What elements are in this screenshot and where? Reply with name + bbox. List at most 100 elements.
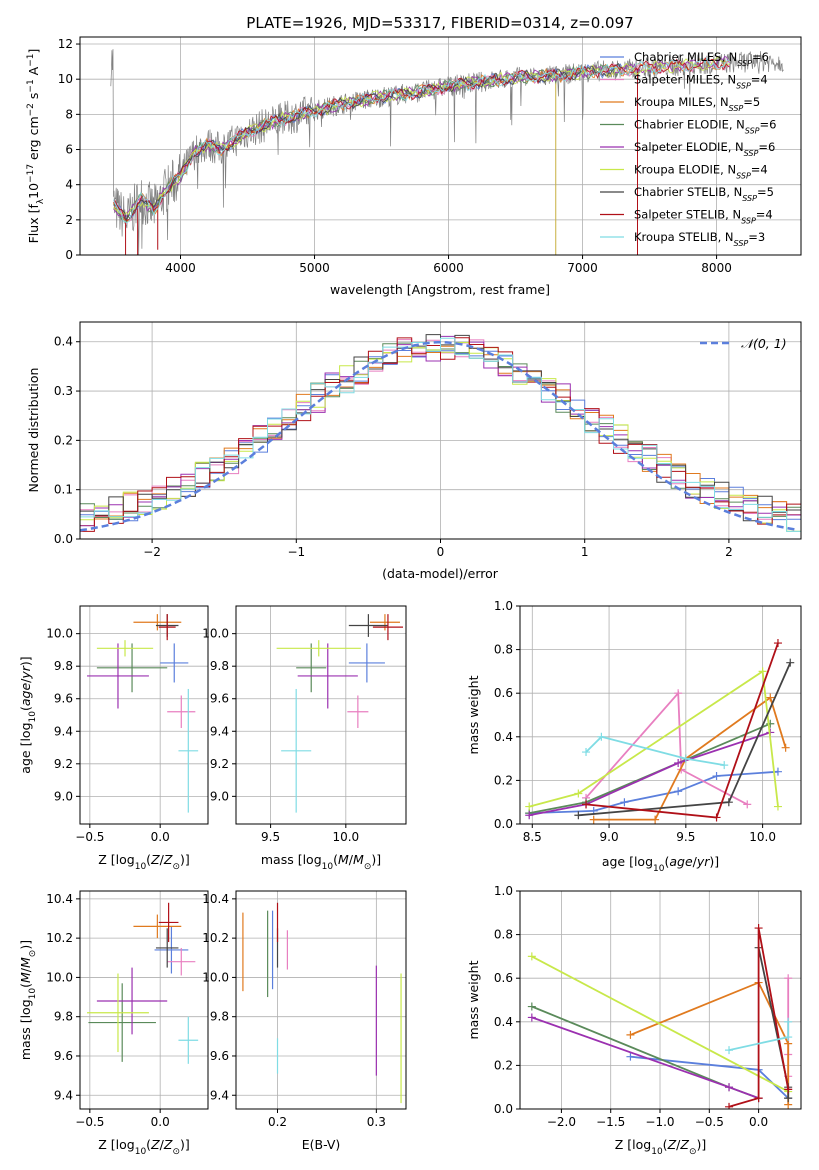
weight-point-marker bbox=[582, 748, 591, 757]
weight-line-chabrier-elodie bbox=[531, 1005, 759, 1099]
weight-point-marker bbox=[781, 743, 790, 752]
axes-frame bbox=[519, 890, 802, 1110]
y-tick-label: 9.2 bbox=[210, 757, 229, 771]
weight-point-marker bbox=[773, 767, 782, 776]
weight-point-marker bbox=[620, 798, 629, 807]
legend-entry: Chabrier ELODIE, NSSP=6 bbox=[634, 118, 776, 136]
plot-area bbox=[87, 614, 199, 813]
age-vs-metallicity-panel: −0.5 0.0 9.0 9.2 9.4 9.6 9.8 10.0 Z [log10(Z/Z⊙)… bbox=[18, 605, 209, 872]
y-tick-label: 9.8 bbox=[54, 659, 73, 673]
weight-point-marker bbox=[784, 1085, 793, 1094]
x-axis-label: Z [log10(Z/Z⊙)] bbox=[98, 1137, 190, 1157]
weight-point-marker bbox=[754, 924, 763, 933]
y-tick-label: 0 bbox=[65, 248, 73, 262]
y-tick-label: 12 bbox=[58, 37, 73, 51]
y-axis-label: Normed distribution bbox=[26, 368, 41, 493]
x-tick-label: −1 bbox=[287, 545, 305, 559]
y-axis-label: age [log10(age/yr)] bbox=[18, 656, 38, 773]
y-axis-label: Flux [fλ10−17 erg cm−2 s−1 A−1] bbox=[26, 49, 46, 244]
x-tick-label: 0 bbox=[437, 545, 445, 559]
weight-point-marker bbox=[784, 1017, 793, 1026]
y-tick-label: 9.2 bbox=[54, 757, 73, 771]
x-tick-label: 9.5 bbox=[261, 830, 280, 844]
plot-area bbox=[110, 49, 784, 255]
y-tick-label: 1.0 bbox=[494, 599, 513, 613]
x-tick-label: 4000 bbox=[165, 261, 196, 275]
y-tick-label: 0.3 bbox=[54, 384, 73, 398]
x-tick-label: 0.0 bbox=[151, 830, 170, 844]
weight-point-marker bbox=[527, 1002, 536, 1011]
weight-point-marker bbox=[786, 658, 795, 667]
weight-point-marker bbox=[527, 1013, 536, 1022]
plot-area bbox=[80, 334, 801, 532]
y-tick-label: 9.6 bbox=[210, 1049, 229, 1063]
y-tick-label: 0.4 bbox=[54, 335, 73, 349]
x-tick-label: 7000 bbox=[567, 261, 598, 275]
y-tick-label: 9.4 bbox=[210, 724, 229, 738]
x-tick-label: 9.0 bbox=[600, 830, 619, 844]
y-tick-label: 0.2 bbox=[494, 1058, 513, 1072]
spectrum-panel: 4000 5000 6000 7000 8000 0 2 4 6 8 10 12 Chabrier MI… bbox=[26, 36, 802, 297]
mass-vs-metallicity-panel: −0.5 0.0 9.4 9.6 9.8 10.0 10.2 10.4 Z [log10(Z/Z… bbox=[18, 890, 209, 1157]
histogram-salpeter-stelib bbox=[80, 337, 801, 532]
y-tick-label: 10.0 bbox=[202, 627, 229, 641]
y-tick-label: 8 bbox=[65, 107, 73, 121]
weight-point-marker bbox=[574, 789, 583, 798]
model-line-chabrier-miles bbox=[113, 63, 623, 223]
weight-point-marker bbox=[525, 802, 534, 811]
legend-entry: Salpeter MILES, NSSP=4 bbox=[634, 73, 768, 91]
x-tick-label: 0.3 bbox=[367, 1115, 386, 1129]
weight-point-marker bbox=[589, 815, 598, 824]
plot-area bbox=[525, 639, 795, 824]
x-tick-label: −1.0 bbox=[645, 1115, 674, 1129]
axes-frame bbox=[235, 605, 407, 825]
y-tick-label: 9.4 bbox=[210, 1088, 229, 1102]
weight-point-marker bbox=[725, 1083, 734, 1092]
histogram-kroupa-stelib bbox=[80, 337, 801, 532]
axes-frame bbox=[79, 890, 209, 1110]
y-tick-label: 10.0 bbox=[46, 970, 73, 984]
x-tick-label: −0.5 bbox=[75, 1115, 104, 1129]
y-tick-label: 0.0 bbox=[494, 1102, 513, 1116]
weight-line-salpeter-stelib bbox=[728, 927, 790, 1108]
y-tick-label: 0.2 bbox=[54, 433, 73, 447]
weight-point-marker bbox=[766, 693, 775, 702]
x-tick-label: 5000 bbox=[299, 261, 330, 275]
y-tick-label: 9.0 bbox=[54, 789, 73, 803]
weight-point-marker bbox=[743, 800, 752, 809]
weight-point-marker bbox=[773, 639, 782, 648]
y-tick-label: 0.6 bbox=[494, 686, 513, 700]
weight-point-marker bbox=[674, 689, 683, 698]
x-tick-label: 9.5 bbox=[676, 830, 695, 844]
legend-entry: Kroupa STELIB, NSSP=3 bbox=[634, 230, 765, 248]
y-tick-label: 0.8 bbox=[494, 928, 513, 942]
y-tick-label: 10.0 bbox=[46, 627, 73, 641]
y-tick-label: 10 bbox=[58, 72, 73, 86]
y-tick-label: 0.6 bbox=[494, 971, 513, 985]
y-tick-label: 9.6 bbox=[54, 1049, 73, 1063]
weight-point-marker bbox=[597, 732, 606, 741]
mass-vs-extinction-panel: 0.2 0.3 9.4 9.6 9.8 10.0 10.2 10.4 E(B-V) bbox=[202, 890, 407, 1152]
x-tick-label: 2 bbox=[725, 545, 733, 559]
x-tick-label: 0.0 bbox=[749, 1115, 768, 1129]
y-axis-label: mass weight bbox=[466, 675, 481, 754]
y-tick-label: 10.4 bbox=[202, 892, 229, 906]
x-axis-label: Z [log10(Z/Z⊙)] bbox=[98, 852, 190, 872]
x-axis-label: wavelength [Angstrom, rest frame] bbox=[330, 282, 550, 297]
residuals-panel: −2 −1 0 1 2 0.0 0.1 0.2 0.3 0.4 𝒩(0, 1) (data-model… bbox=[26, 321, 802, 581]
weight-point-marker bbox=[712, 813, 721, 822]
weight-point-marker bbox=[712, 772, 721, 781]
axes-frame bbox=[79, 36, 802, 256]
x-tick-label: 0.0 bbox=[151, 1115, 170, 1129]
weight-point-marker bbox=[525, 811, 534, 820]
y-axis-label: mass weight bbox=[466, 960, 481, 1039]
weight-point-marker bbox=[773, 802, 782, 811]
weight-line-kroupa-elodie bbox=[531, 955, 789, 1093]
y-tick-label: 9.4 bbox=[54, 1088, 73, 1102]
weight-point-marker bbox=[784, 1033, 793, 1042]
histogram-chabrier-stelib bbox=[80, 334, 801, 522]
y-tick-label: 4 bbox=[65, 178, 73, 192]
weight-point-marker bbox=[574, 811, 583, 820]
x-axis-label: age [log10(age/yr)] bbox=[602, 854, 719, 874]
